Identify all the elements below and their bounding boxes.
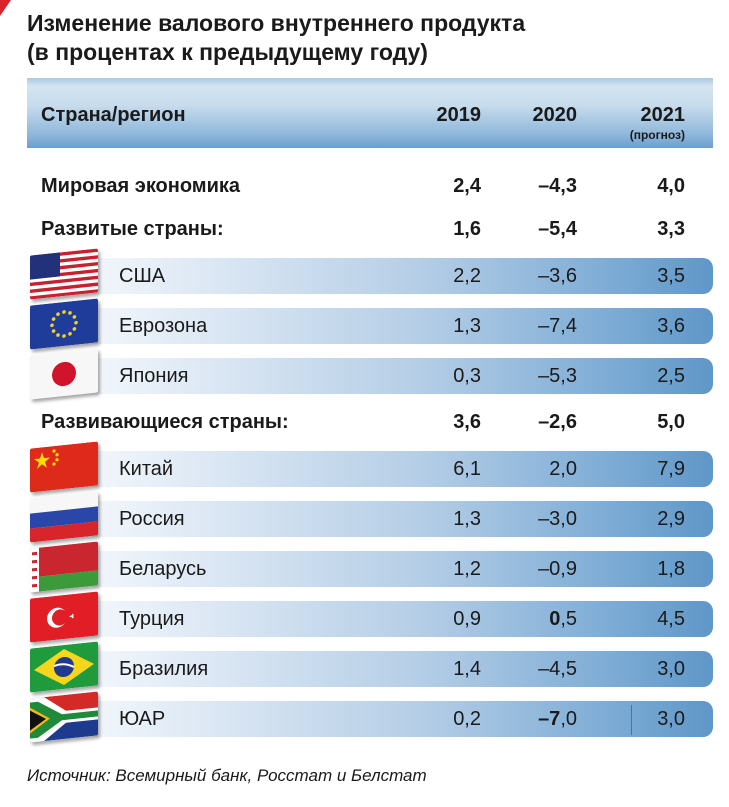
value-2019: 3,6	[453, 411, 481, 433]
value-2021: 3,0	[657, 658, 685, 680]
row-bar	[27, 701, 713, 737]
header-2021-note: (прогноз)	[629, 128, 685, 142]
table-row-world: Мировая экономика 2,4 –4,3 4,0	[27, 168, 713, 204]
value-2020-int: –7	[538, 708, 561, 730]
table-row-belarus: Беларусь 1,2 –0,9 1,8	[27, 541, 713, 593]
title-line-2: (в процентах к предыдущему году)	[27, 39, 428, 65]
china-flag-icon	[30, 441, 98, 493]
value-2021: 3,5	[657, 265, 685, 287]
value-2019: 0,2	[453, 708, 481, 730]
value-2021: 3,0	[657, 708, 685, 730]
value-2020: 2,0	[549, 458, 577, 480]
value-2019: 2,4	[453, 175, 481, 197]
value-2021: 3,3	[657, 218, 685, 240]
value-2020: –3,0	[538, 508, 577, 530]
value-2021: 4,5	[657, 608, 685, 630]
table-header: Страна/регион 2019 2020 2021 (прогноз)	[27, 78, 713, 148]
value-2019: 1,3	[453, 508, 481, 530]
row-bar	[27, 551, 713, 587]
eu-flag-icon	[30, 298, 98, 350]
value-2021: 5,0	[657, 411, 685, 433]
value-2021: 2,9	[657, 508, 685, 530]
table-row-eurozone: Еврозона 1,3 –7,4 3,6	[27, 298, 713, 350]
row-bar	[27, 601, 713, 637]
value-2021: 1,8	[657, 558, 685, 580]
value-2019: 2,2	[453, 265, 481, 287]
corner-accent	[0, 0, 11, 16]
header-2021: 2021	[640, 104, 686, 126]
table-row-china: Китай 6,1 2,0 7,9	[27, 441, 713, 493]
japan-flag-icon	[30, 348, 98, 400]
value-2021: 3,6	[657, 315, 685, 337]
table-row-developed: Развитые страны: 1,6 –5,4 3,3	[27, 211, 713, 247]
region-label: Мировая экономика	[41, 175, 241, 197]
belarus-flag-icon	[30, 541, 98, 593]
value-2019: 1,2	[453, 558, 481, 580]
title-line-1: Изменение валового внутреннего продукта	[27, 10, 526, 36]
region-label: Китай	[119, 458, 174, 480]
value-2020: –0,9	[538, 558, 577, 580]
row-bar	[27, 451, 713, 487]
table-row-south-africa: ЮАР 0,2 –7,0 3,0	[27, 691, 713, 743]
region-label: Россия	[119, 508, 185, 530]
turkey-flag-icon	[30, 591, 98, 643]
region-label: ЮАР	[119, 708, 166, 730]
value-2020: –5,4	[538, 218, 577, 240]
value-2021: 2,5	[657, 365, 685, 387]
region-label: Развитые страны:	[41, 218, 224, 240]
table-row-brazil: Бразилия 1,4 –4,5 3,0	[27, 641, 713, 693]
region-label: США	[119, 265, 166, 287]
row-bar	[27, 651, 713, 687]
region-label: Бразилия	[119, 658, 209, 680]
region-label: Развивающиеся страны:	[41, 411, 289, 433]
row-bar	[27, 358, 713, 394]
region-label: Турция	[119, 608, 185, 630]
table-row-developing: Развивающиеся страны: 3,6 –2,6 5,0	[27, 404, 713, 440]
value-2020: –4,3	[538, 175, 577, 197]
table-row-turkey: Турция 0,9 0,5 4,5	[27, 591, 713, 643]
region-label: Беларусь	[119, 558, 207, 580]
value-2020-frac: ,0	[560, 708, 577, 730]
value-2021: 7,9	[657, 458, 685, 480]
usa-flag-icon	[30, 248, 98, 300]
value-2019: 6,1	[453, 458, 481, 480]
value-2019: 0,9	[453, 608, 481, 630]
value-2020: 0,5	[487, 608, 577, 631]
row-bar	[27, 258, 713, 294]
column-divider	[631, 705, 632, 735]
region-label: Япония	[119, 365, 189, 387]
row-bar	[27, 501, 713, 537]
table-row-japan: Япония 0,3 –5,3 2,5	[27, 348, 713, 400]
page-title: Изменение валового внутреннего продукта …	[27, 9, 525, 67]
value-2020: –3,6	[538, 265, 577, 287]
value-2019: 1,4	[453, 658, 481, 680]
region-label: Еврозона	[119, 315, 208, 337]
source-note: Источник: Всемирный банк, Росстат и Белс…	[27, 766, 427, 785]
value-2020: –4,5	[538, 658, 577, 680]
table-row-russia: Россия 1,3 –3,0 2,9	[27, 491, 713, 543]
russia-flag-icon	[30, 491, 98, 543]
value-2020: –7,4	[538, 315, 577, 337]
value-2019: 1,6	[453, 218, 481, 240]
header-2020: 2020	[532, 104, 578, 126]
header-2019: 2019	[436, 104, 482, 126]
value-2019: 0,3	[453, 365, 481, 387]
value-2020: –5,3	[538, 365, 577, 387]
south-africa-flag-icon	[30, 691, 98, 743]
value-2020-frac: ,5	[560, 608, 577, 630]
value-2019: 1,3	[453, 315, 481, 337]
table-row-usa: США 2,2 –3,6 3,5	[27, 248, 713, 300]
brazil-flag-icon	[30, 641, 98, 693]
value-2020: –2,6	[538, 411, 577, 433]
value-2020-int: 0	[549, 608, 561, 630]
row-bar	[27, 308, 713, 344]
header-region: Страна/регион	[41, 104, 186, 126]
value-2020: –7,0	[487, 708, 577, 731]
value-2021: 4,0	[657, 175, 685, 197]
